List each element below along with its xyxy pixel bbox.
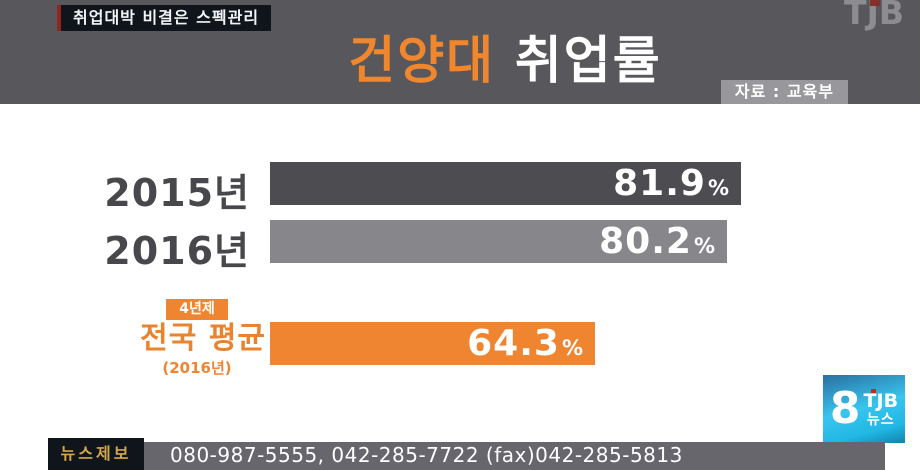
- four-year-badge: 4년제: [166, 299, 228, 320]
- source-badge: 자료 : 교육부: [720, 80, 848, 104]
- tipline-label: 뉴스제보: [48, 438, 144, 470]
- tjb-logo-red-dot-icon: [869, 0, 880, 6]
- bar-value-national-average: 64.3 %: [467, 322, 583, 364]
- tjb8-news-logo-icon: 8 TJB 뉴스: [823, 375, 905, 443]
- national-average-label: 전국 평균: [140, 321, 266, 356]
- title-highlight: 건양대: [348, 32, 496, 91]
- value-number: 81.9: [613, 162, 706, 204]
- value-number: 80.2: [599, 220, 692, 262]
- bar-value-2016: 80.2 %: [599, 220, 715, 262]
- bar-label-2015: 2015년: [104, 171, 250, 215]
- logo-news: 뉴스: [866, 411, 895, 428]
- bar-2015: 81.9 %: [270, 162, 741, 205]
- logo-tjb: TJB: [863, 388, 899, 412]
- value-number: 64.3: [467, 322, 560, 364]
- watermark-letter-t: T: [844, 0, 867, 32]
- topic-badge: 취업대박 비결은 스펙관리: [57, 5, 272, 31]
- percent-sign: %: [693, 233, 715, 258]
- title-rest: 취업률: [495, 32, 662, 91]
- national-average-label-block: 4년제 전국 평균 (2016년): [128, 299, 266, 378]
- bar-2016: 80.2 %: [270, 220, 727, 263]
- bar-national-average: 64.3 %: [270, 322, 595, 365]
- national-average-year-note: (2016년): [162, 359, 232, 377]
- news-tip-bar: [48, 442, 885, 470]
- header: 취업대박 비결은 스펙관리 건양대 취업률 T J B 자료 : 교육부: [0, 0, 920, 104]
- watermark-letter-j: J: [866, 0, 880, 32]
- page-title: 건양대 취업률: [45, 19, 920, 93]
- tjb-logo-icon: T J B: [844, 0, 904, 30]
- bar-value-2015: 81.9 %: [613, 162, 729, 204]
- logo-eight: 8: [829, 383, 861, 434]
- percent-sign: %: [707, 175, 729, 200]
- tipline-numbers: 080-987-5555, 042-285-7722 (fax)042-285-…: [170, 443, 683, 467]
- bar-label-2016: 2016년: [104, 229, 250, 273]
- percent-sign: %: [561, 335, 583, 360]
- logo-text-column: TJB 뉴스: [863, 388, 899, 428]
- watermark-letter-b: B: [878, 0, 904, 32]
- logo-red-dot-icon: [870, 388, 876, 393]
